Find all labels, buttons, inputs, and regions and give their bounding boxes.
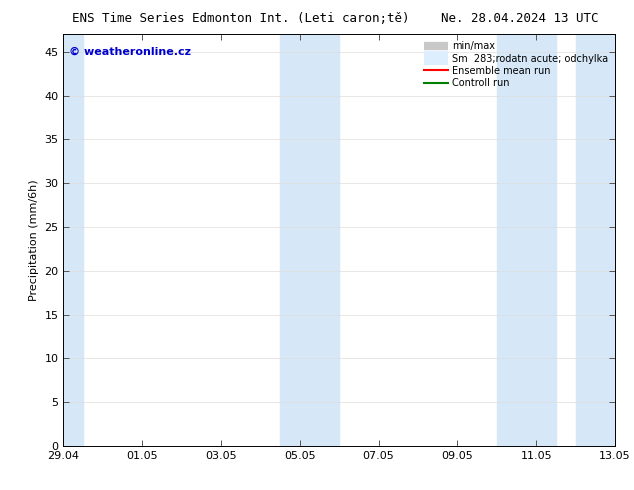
Y-axis label: Precipitation (mm/6h): Precipitation (mm/6h) xyxy=(29,179,39,301)
Text: Ne. 28.04.2024 13 UTC: Ne. 28.04.2024 13 UTC xyxy=(441,12,598,25)
Bar xyxy=(63,34,83,446)
Bar xyxy=(280,34,339,446)
Bar xyxy=(576,34,615,446)
Bar xyxy=(497,34,556,446)
Text: © weatheronline.cz: © weatheronline.cz xyxy=(69,47,191,57)
Legend: min/max, Sm  283;rodatn acute; odchylka, Ensemble mean run, Controll run: min/max, Sm 283;rodatn acute; odchylka, … xyxy=(422,39,610,90)
Text: ENS Time Series Edmonton Int. (Leti caron;tě): ENS Time Series Edmonton Int. (Leti caro… xyxy=(72,12,410,25)
